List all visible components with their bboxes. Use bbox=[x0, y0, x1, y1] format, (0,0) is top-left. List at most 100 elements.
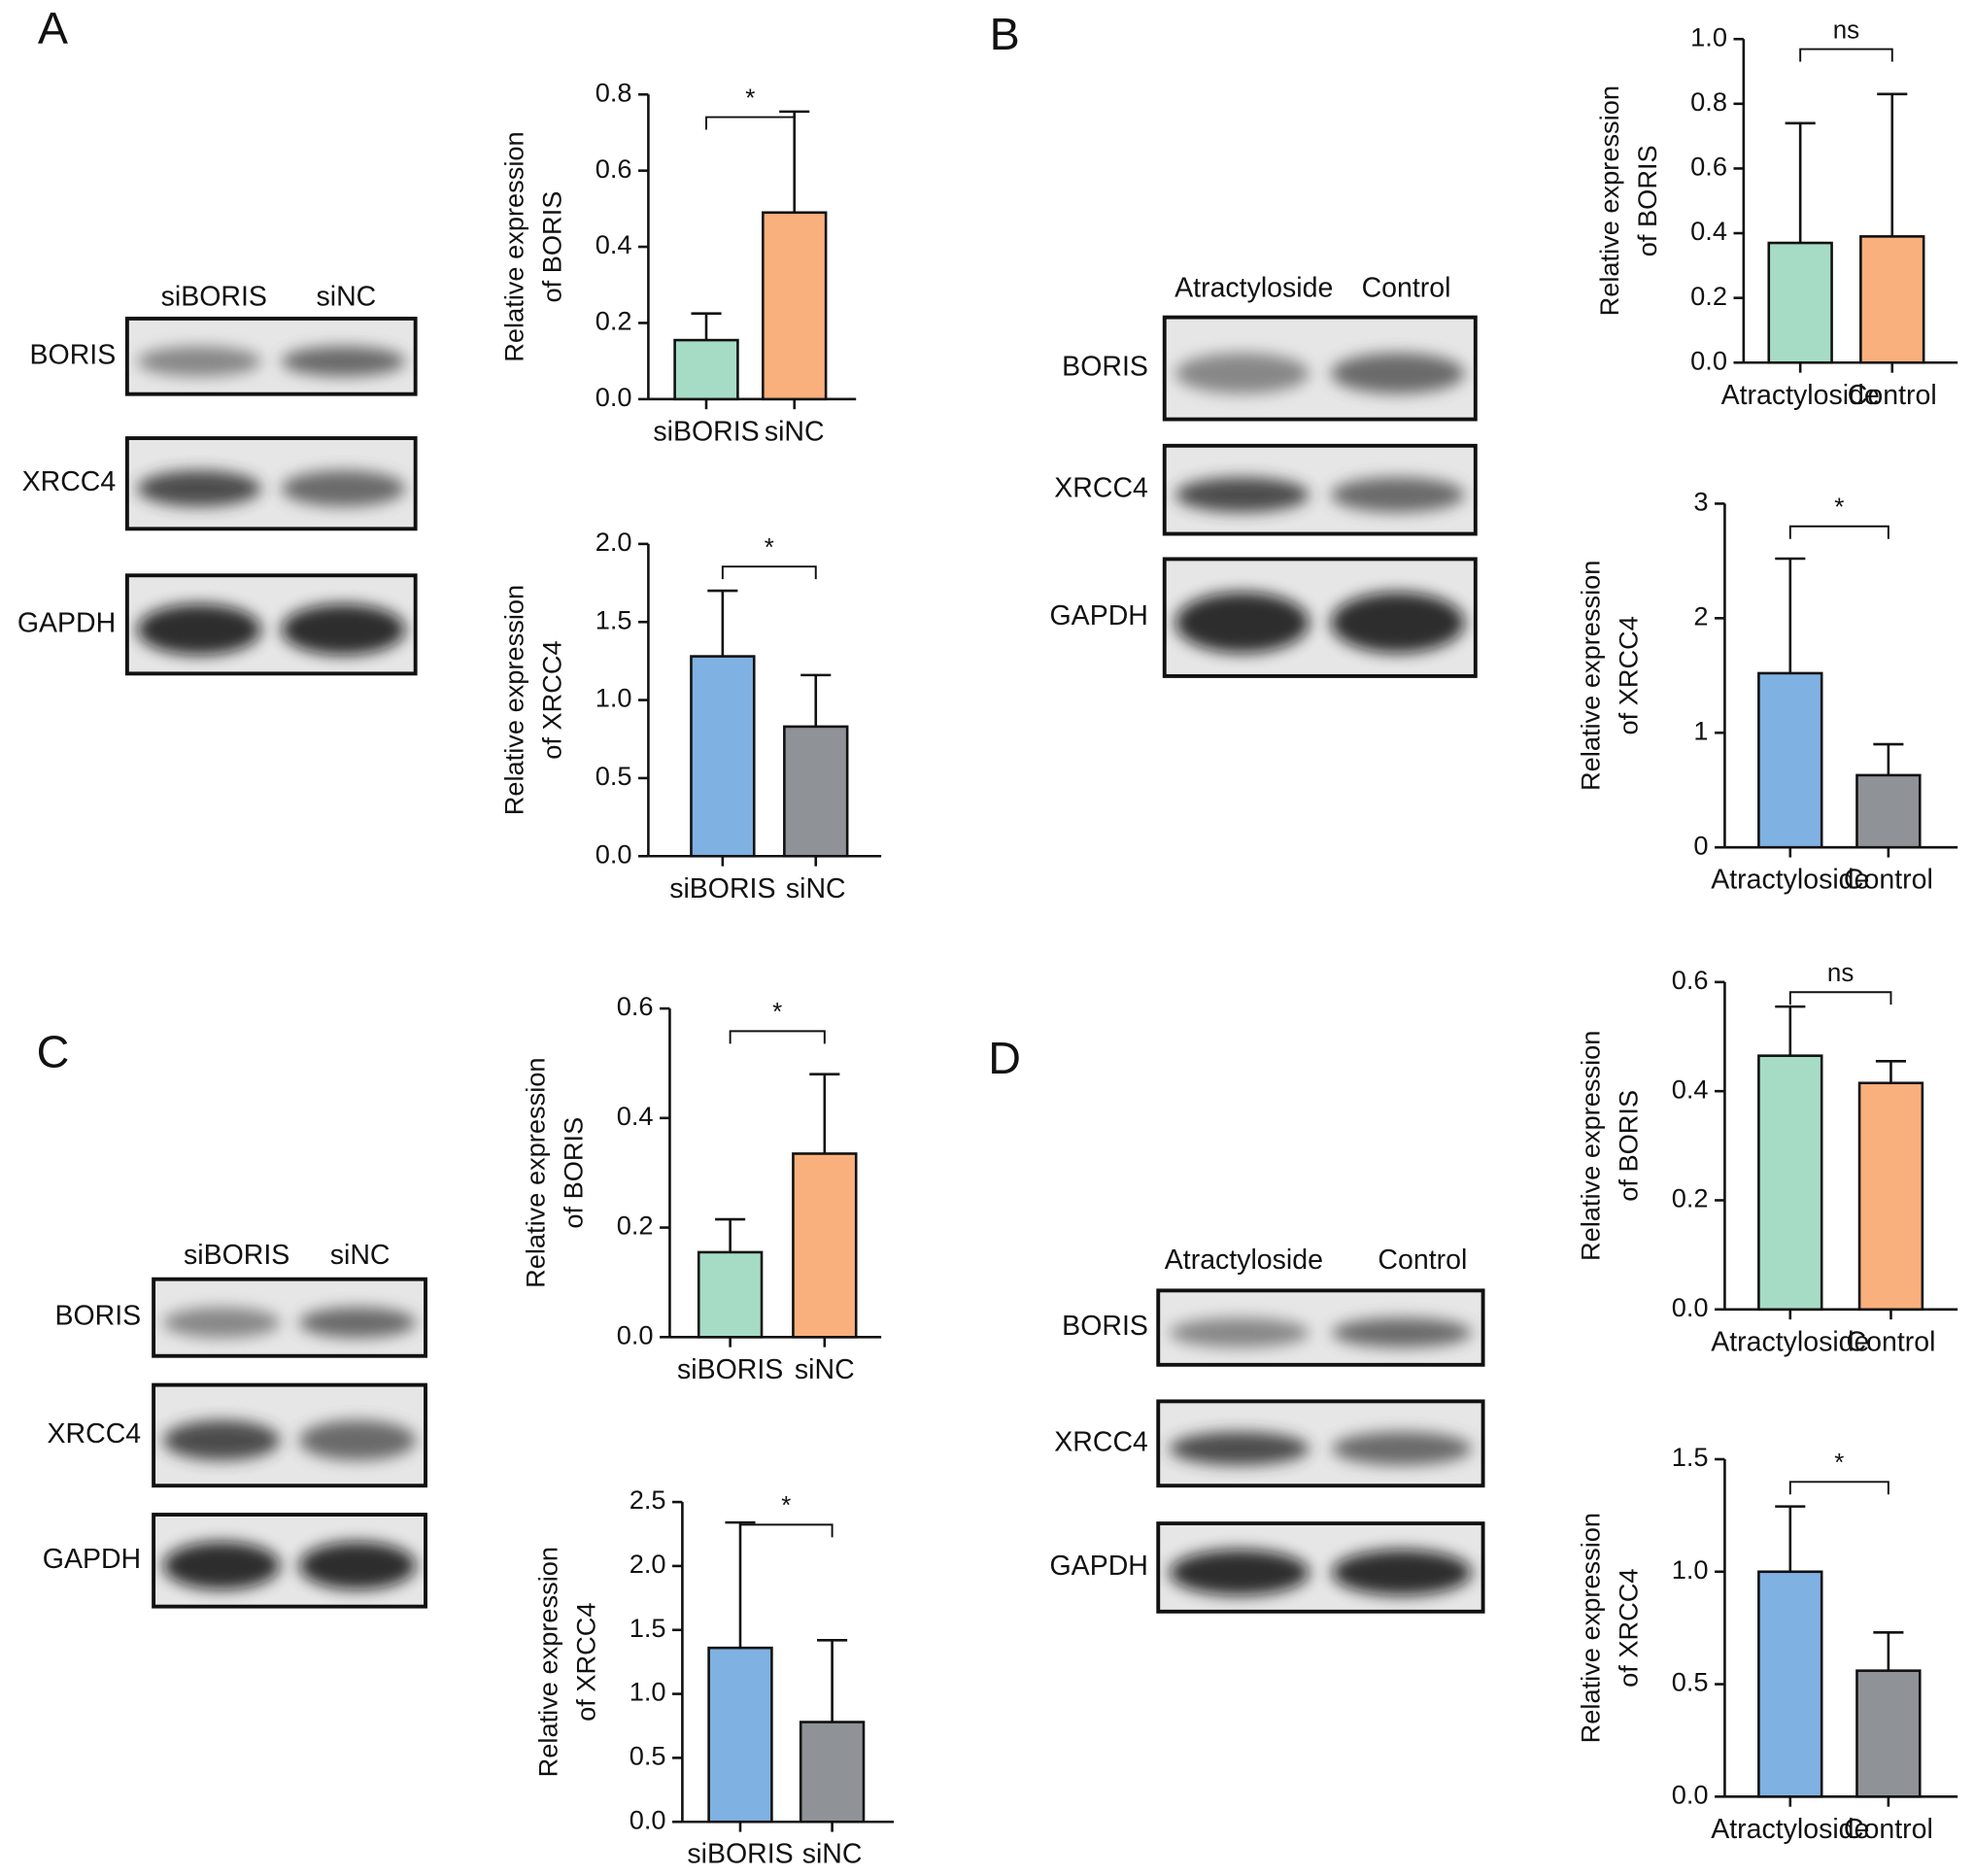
x-tick-label: Control bbox=[1844, 865, 1933, 896]
row-label: XRCC4 bbox=[48, 1418, 142, 1450]
x-tick-label: Control bbox=[1848, 380, 1937, 411]
y-tick-label: 0.6 bbox=[1690, 152, 1727, 182]
y-tick-label: 2.0 bbox=[596, 527, 632, 557]
y-tick-label: 3 bbox=[1693, 487, 1708, 517]
bar bbox=[762, 211, 828, 401]
blot-band bbox=[298, 1419, 417, 1461]
y-tick-label: 1 bbox=[1693, 715, 1708, 745]
y-axis-label: of BORIS bbox=[1613, 1090, 1643, 1202]
significance-label: * bbox=[745, 85, 755, 112]
panel-letter: D bbox=[988, 1033, 1021, 1083]
y-tick-label: 0.4 bbox=[617, 1101, 654, 1131]
y-tick-label: 0.8 bbox=[1690, 86, 1727, 117]
significance-bracket bbox=[1788, 525, 1889, 539]
row-label: BORIS bbox=[1062, 352, 1148, 383]
panel-letter: B bbox=[990, 9, 1020, 59]
row-label: BORIS bbox=[54, 1301, 141, 1332]
significance-label: * bbox=[781, 1492, 791, 1519]
blot-band bbox=[281, 346, 406, 377]
bar bbox=[673, 338, 739, 401]
bar bbox=[799, 1721, 866, 1824]
y-tick-label: 0.4 bbox=[1690, 216, 1727, 246]
y-tick-label: 0.4 bbox=[1672, 1074, 1709, 1104]
y-axis-label: Relative expression bbox=[499, 131, 529, 361]
lane-label: Atractyloside bbox=[1165, 1245, 1323, 1276]
lane-label: siNC bbox=[330, 1240, 391, 1271]
y-tick-label: 0.5 bbox=[630, 1741, 666, 1771]
y-tick-label: 1.5 bbox=[596, 604, 632, 634]
x-tick-label: siBORIS bbox=[653, 416, 759, 447]
row-label: XRCC4 bbox=[22, 466, 117, 497]
bar bbox=[792, 1152, 858, 1339]
significance-bracket bbox=[1788, 1481, 1889, 1495]
y-tick-label: 0.0 bbox=[1672, 1292, 1709, 1322]
row-label: BORIS bbox=[1062, 1311, 1148, 1342]
blot-band bbox=[1169, 1550, 1310, 1596]
row-label: GAPDH bbox=[1050, 1551, 1148, 1582]
bar bbox=[1855, 773, 1922, 849]
x-tick-label: siNC bbox=[765, 416, 825, 447]
bar bbox=[1855, 1669, 1922, 1798]
x-tick-label: Atractyloside bbox=[1711, 1814, 1869, 1845]
y-tick-label: 2.0 bbox=[630, 1549, 666, 1579]
significance-label: * bbox=[1834, 1450, 1844, 1477]
y-axis-label: Relative expression bbox=[1576, 561, 1606, 791]
y-tick-label: 2.5 bbox=[630, 1484, 666, 1515]
lane-label: Control bbox=[1378, 1245, 1467, 1276]
y-tick-label: 0.5 bbox=[596, 761, 632, 791]
y-tick-label: 0.2 bbox=[1672, 1183, 1709, 1213]
blot-band bbox=[1174, 477, 1310, 513]
y-tick-label: 0 bbox=[1693, 830, 1708, 860]
blot-band bbox=[1169, 1317, 1310, 1348]
x-tick-label: siBORIS bbox=[677, 1354, 783, 1385]
y-axis-label: of BORIS bbox=[558, 1117, 588, 1229]
bar bbox=[697, 1250, 764, 1339]
x-tick-label: Atractyloside bbox=[1711, 865, 1869, 896]
bar bbox=[707, 1646, 773, 1824]
blot-band bbox=[298, 1541, 417, 1590]
y-tick-label: 0.6 bbox=[617, 991, 654, 1021]
y-tick-label: 0.0 bbox=[1672, 1780, 1709, 1810]
x-tick-label: siBORIS bbox=[669, 873, 775, 904]
significance-bracket bbox=[739, 1523, 834, 1538]
y-axis-label: Relative expression bbox=[1576, 1031, 1606, 1261]
blot-band bbox=[1174, 353, 1310, 394]
y-axis-label: Relative expression bbox=[521, 1057, 551, 1287]
y-tick-label: 0.0 bbox=[596, 382, 632, 412]
blot-band bbox=[298, 1307, 417, 1339]
y-tick-label: 1.0 bbox=[630, 1677, 666, 1707]
blot-band bbox=[1169, 1431, 1310, 1466]
y-tick-label: 0.6 bbox=[596, 153, 632, 184]
blot-band bbox=[137, 346, 261, 377]
y-tick-label: 0.0 bbox=[617, 1319, 654, 1349]
y-axis-label: of XRCC4 bbox=[1613, 1568, 1643, 1687]
y-tick-label: 1.0 bbox=[596, 683, 632, 713]
row-label: GAPDH bbox=[17, 607, 116, 638]
blot-band bbox=[1332, 1550, 1472, 1596]
blot-band bbox=[1174, 592, 1310, 654]
lane-label: Control bbox=[1362, 273, 1451, 304]
y-axis-label: Relative expression bbox=[499, 585, 529, 815]
blot-band bbox=[162, 1419, 281, 1461]
bar bbox=[1857, 1081, 1924, 1312]
x-tick-label: Control bbox=[1844, 1814, 1933, 1845]
y-tick-label: 0.5 bbox=[1672, 1667, 1709, 1697]
y-tick-label: 0.2 bbox=[617, 1211, 654, 1241]
lane-label: siBORIS bbox=[161, 282, 267, 313]
significance-bracket bbox=[1799, 48, 1893, 62]
x-tick-label: Control bbox=[1847, 1326, 1936, 1357]
x-tick-label: Atractyloside bbox=[1711, 1326, 1869, 1357]
x-tick-label: Atractyloside bbox=[1721, 380, 1880, 411]
blot-band bbox=[281, 603, 406, 656]
blot-band bbox=[137, 470, 261, 507]
bar bbox=[1859, 235, 1925, 364]
blot-band bbox=[1330, 592, 1465, 654]
y-axis-label: of XRCC4 bbox=[536, 640, 566, 759]
y-axis-label: of BORIS bbox=[536, 191, 566, 303]
row-label: XRCC4 bbox=[1054, 1426, 1148, 1457]
y-tick-label: 2 bbox=[1693, 601, 1708, 631]
panel-letter: C bbox=[37, 1026, 70, 1076]
x-tick-label: siBORIS bbox=[687, 1839, 793, 1870]
